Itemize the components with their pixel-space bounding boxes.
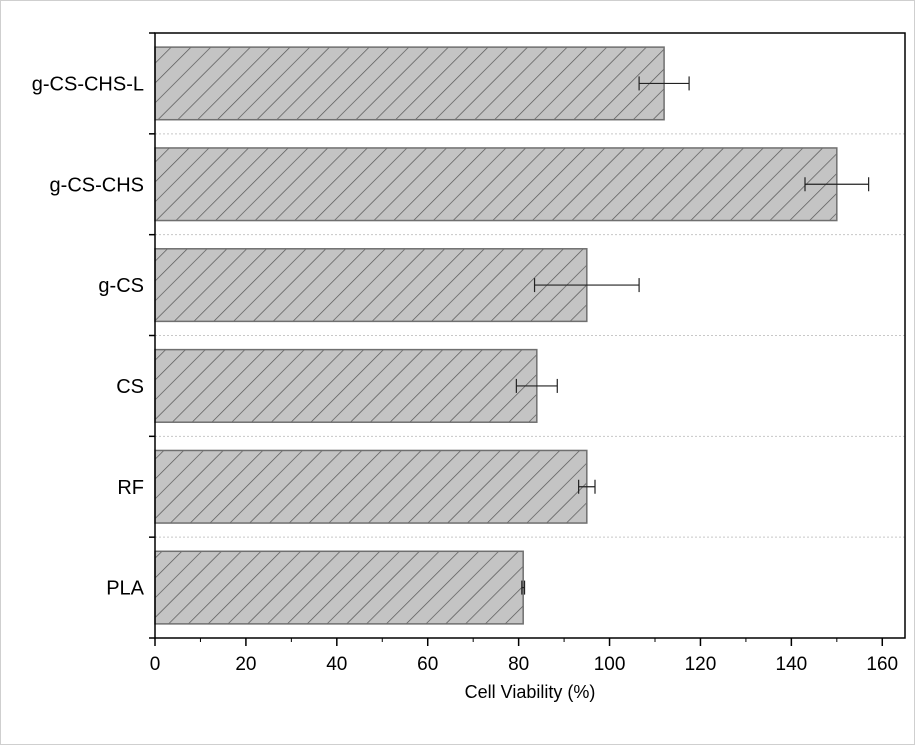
x-tick-label: 140 [776, 654, 808, 675]
x-tick-label: 120 [685, 654, 717, 675]
x-tick-label: 80 [508, 654, 529, 675]
category-label: RF [117, 477, 144, 499]
category-label: g-CS-CHS-L [32, 73, 144, 95]
category-label: g-CS [98, 275, 144, 297]
bar-PLA [154, 550, 524, 625]
x-tick-label: 0 [150, 654, 161, 675]
x-tick-label: 100 [594, 654, 626, 675]
x-axis-title: Cell Viability (%) [465, 682, 596, 702]
bar-g-CS-CHS-L [154, 46, 665, 121]
x-tick-label: 40 [326, 654, 347, 675]
category-label: g-CS-CHS [50, 174, 144, 196]
plot-frame [154, 32, 906, 639]
x-tick-label: 20 [235, 654, 256, 675]
bar-g-CS-CHS [154, 147, 838, 222]
bar-RF [154, 449, 588, 524]
x-tick-label: 60 [417, 654, 438, 675]
bar-CS [154, 348, 538, 423]
category-label: CS [116, 376, 144, 398]
category-label: PLA [106, 578, 144, 600]
bar-g-CS [154, 248, 588, 323]
x-tick-label: 160 [866, 654, 898, 675]
